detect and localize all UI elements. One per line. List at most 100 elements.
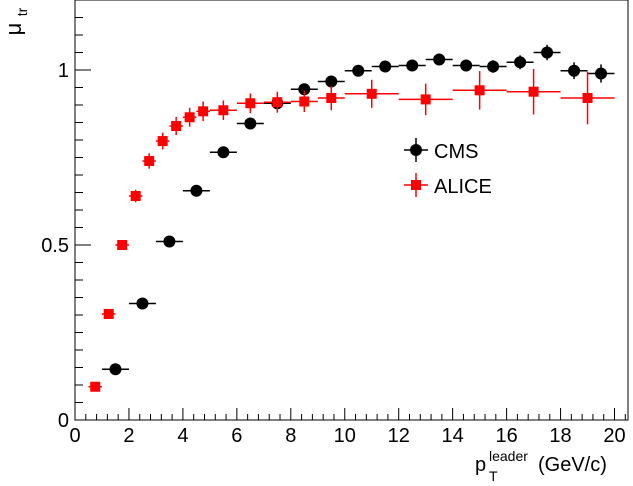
cms-point	[560, 62, 588, 80]
alice-marker	[184, 112, 195, 123]
x-tick-label: 18	[549, 425, 571, 447]
x-tick-label: 6	[231, 425, 242, 447]
legend-label-alice: ALICE	[434, 176, 492, 198]
alice-marker	[198, 106, 209, 117]
alice-marker	[299, 96, 310, 107]
alice-point	[155, 132, 170, 150]
x-axis-title-sup: leader	[489, 448, 528, 464]
cms-point	[182, 184, 210, 197]
cms-point	[236, 117, 264, 130]
alice-marker	[218, 105, 229, 116]
alice-marker	[130, 191, 141, 201]
y-axis-title-sub: tr	[14, 7, 30, 16]
alice-point	[142, 153, 156, 169]
alice-point	[452, 71, 507, 110]
cms-marker	[244, 117, 257, 130]
x-tick-label: 14	[442, 425, 464, 447]
cms-marker	[298, 83, 311, 96]
alice-marker	[326, 93, 337, 103]
cms-point	[587, 64, 615, 83]
legend: CMS ALICE	[404, 138, 492, 198]
x-axis-title: p leader T (GeV/c)	[475, 448, 607, 484]
alice-marker	[157, 136, 168, 147]
cms-marker	[190, 184, 203, 197]
data-series	[88, 44, 615, 392]
y-axis-title-main: μ	[1, 23, 26, 36]
cms-marker	[217, 146, 230, 159]
alice-point	[209, 100, 237, 121]
cms-point	[506, 55, 534, 70]
alice-marker	[103, 308, 114, 319]
alice-point	[398, 83, 453, 116]
legend-item-alice: ALICE	[404, 173, 492, 198]
alice-point	[169, 116, 183, 136]
alice-point	[196, 101, 210, 122]
alice-point	[128, 189, 143, 203]
alice-marker	[90, 381, 101, 392]
cms-point	[209, 146, 237, 159]
x-axis: 0 2 4 6 8 10 12 14 16 18 20	[69, 408, 626, 447]
x-tick-label: 0	[69, 425, 80, 447]
legend-marker-cms	[410, 144, 422, 156]
alice-point	[506, 68, 561, 115]
x-tick-label: 16	[495, 425, 517, 447]
x-axis-title-sub: T	[489, 468, 498, 484]
cms-marker	[406, 59, 419, 72]
x-tick-label: 20	[603, 425, 625, 447]
alice-point	[344, 79, 399, 108]
cms-point	[317, 75, 345, 88]
cms-point	[371, 60, 399, 73]
y-tick-label: 1	[58, 60, 69, 82]
x-tick-label: 4	[177, 425, 188, 447]
series-cms	[101, 44, 615, 376]
alice-marker	[420, 94, 431, 105]
alice-point	[560, 71, 615, 125]
cms-point	[398, 59, 426, 72]
alice-point	[182, 107, 197, 127]
cms-marker	[163, 235, 176, 248]
cms-marker	[433, 53, 446, 66]
alice-point	[88, 381, 102, 392]
cms-point	[128, 297, 156, 310]
legend-marker-alice	[411, 180, 421, 190]
alice-point	[101, 308, 116, 319]
alice-point	[236, 93, 264, 114]
y-axis: 00.51	[41, 0, 91, 432]
cms-point	[479, 60, 507, 73]
cms-marker	[514, 56, 527, 69]
cms-point	[344, 64, 372, 77]
alice-marker	[474, 85, 485, 96]
y-axis-title: μ tr	[1, 7, 30, 35]
cms-point	[452, 59, 480, 72]
cms-marker	[460, 59, 473, 72]
cms-marker	[136, 297, 149, 310]
cms-point	[155, 235, 183, 248]
x-axis-title-unit: (GeV/c)	[538, 454, 607, 476]
cms-marker	[109, 363, 122, 376]
y-tick-label: 0.5	[41, 235, 69, 257]
x-tick-label: 8	[285, 425, 296, 447]
alice-marker	[366, 88, 377, 99]
alice-marker	[245, 98, 256, 109]
legend-item-cms: CMS	[404, 138, 478, 163]
plot-frame	[74, 0, 629, 421]
cms-marker	[379, 60, 392, 73]
cms-marker	[352, 64, 365, 77]
alice-marker	[272, 97, 283, 108]
y-tick-label: 0	[58, 410, 69, 432]
alice-point	[317, 85, 345, 111]
alice-marker	[582, 93, 593, 103]
alice-marker	[171, 121, 182, 131]
alice-point	[290, 91, 318, 112]
alice-marker	[117, 240, 128, 250]
cms-marker	[487, 60, 500, 73]
alice-marker	[528, 86, 539, 97]
alice-marker	[144, 156, 155, 166]
x-tick-label: 12	[388, 425, 410, 447]
x-tick-label: 10	[334, 425, 356, 447]
cms-marker	[568, 64, 581, 77]
series-alice	[88, 68, 615, 392]
cms-marker	[595, 67, 608, 80]
cms-marker	[541, 46, 554, 59]
